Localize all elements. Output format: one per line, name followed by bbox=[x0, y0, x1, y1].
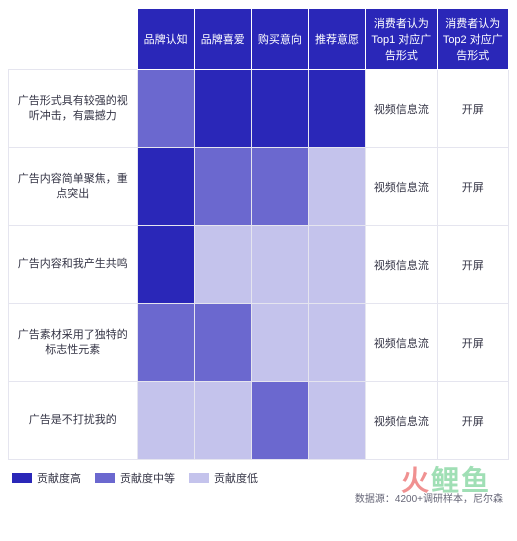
heat-cell bbox=[308, 304, 365, 382]
heat-cell bbox=[137, 226, 194, 304]
row-label: 广告是不打扰我的 bbox=[9, 382, 138, 460]
table-row: 广告是不打扰我的 视频信息流开屏 bbox=[9, 382, 509, 460]
header-col-3: 购买意向 bbox=[251, 9, 308, 70]
top2-cell: 开屏 bbox=[437, 148, 508, 226]
header-col-2: 品牌喜爱 bbox=[194, 9, 251, 70]
heat-cell bbox=[251, 226, 308, 304]
heatmap-table: 品牌认知 品牌喜爱 购买意向 推荐意愿 消费者认为Top1 对应广告形式 消费者… bbox=[8, 8, 509, 460]
legend-swatch bbox=[12, 473, 32, 483]
header-col-5: 消费者认为Top1 对应广告形式 bbox=[366, 9, 437, 70]
heat-cell bbox=[251, 148, 308, 226]
heat-cell bbox=[308, 226, 365, 304]
table-row: 广告内容简单聚焦，重点突出 视频信息流开屏 bbox=[9, 148, 509, 226]
row-label: 广告素材采用了独特的标志性元素 bbox=[9, 304, 138, 382]
header-blank bbox=[9, 9, 138, 70]
heat-cell bbox=[194, 70, 251, 148]
legend-item: 贡献度低 bbox=[189, 470, 258, 486]
header-row: 品牌认知 品牌喜爱 购买意向 推荐意愿 消费者认为Top1 对应广告形式 消费者… bbox=[9, 9, 509, 70]
table-body: 广告形式具有较强的视听冲击，有震撼力视频信息流开屏广告内容简单聚焦，重点突出视频… bbox=[9, 70, 509, 460]
heat-cell bbox=[251, 382, 308, 460]
header-col-1: 品牌认知 bbox=[137, 9, 194, 70]
legend-swatch bbox=[189, 473, 209, 483]
top1-cell: 视频信息流 bbox=[366, 148, 437, 226]
top1-cell: 视频信息流 bbox=[366, 226, 437, 304]
heat-cell bbox=[251, 70, 308, 148]
row-label: 广告形式具有较强的视听冲击，有震撼力 bbox=[9, 70, 138, 148]
top2-cell: 开屏 bbox=[437, 382, 508, 460]
heat-cell bbox=[308, 148, 365, 226]
legend-item: 贡献度中等 bbox=[95, 470, 175, 486]
legend-label: 贡献度高 bbox=[37, 470, 81, 486]
heat-cell bbox=[251, 304, 308, 382]
footer-note: 数据源：4200+调研样本，尼尔森 bbox=[8, 490, 509, 505]
row-label: 广告内容简单聚焦，重点突出 bbox=[9, 148, 138, 226]
heat-cell bbox=[194, 382, 251, 460]
top1-cell: 视频信息流 bbox=[366, 70, 437, 148]
legend-swatch bbox=[95, 473, 115, 483]
top2-cell: 开屏 bbox=[437, 304, 508, 382]
heat-cell bbox=[137, 382, 194, 460]
heat-cell bbox=[194, 148, 251, 226]
heat-cell bbox=[194, 304, 251, 382]
top2-cell: 开屏 bbox=[437, 70, 508, 148]
table-row: 广告形式具有较强的视听冲击，有震撼力 视频信息流开屏 bbox=[9, 70, 509, 148]
legend: 贡献度高 贡献度中等 贡献度低 bbox=[8, 470, 509, 486]
top1-cell: 视频信息流 bbox=[366, 304, 437, 382]
legend-label: 贡献度低 bbox=[214, 470, 258, 486]
legend-item: 贡献度高 bbox=[12, 470, 81, 486]
top2-cell: 开屏 bbox=[437, 226, 508, 304]
legend-label: 贡献度中等 bbox=[120, 470, 175, 486]
heat-cell bbox=[137, 304, 194, 382]
table-row: 广告素材采用了独特的标志性元素 视频信息流开屏 bbox=[9, 304, 509, 382]
heat-cell bbox=[137, 70, 194, 148]
heatmap-table-container: 品牌认知 品牌喜爱 购买意向 推荐意愿 消费者认为Top1 对应广告形式 消费者… bbox=[8, 8, 509, 505]
heat-cell bbox=[194, 226, 251, 304]
header-col-4: 推荐意愿 bbox=[308, 9, 365, 70]
table-row: 广告内容和我产生共鸣 视频信息流开屏 bbox=[9, 226, 509, 304]
heat-cell bbox=[308, 70, 365, 148]
top1-cell: 视频信息流 bbox=[366, 382, 437, 460]
heat-cell bbox=[308, 382, 365, 460]
row-label: 广告内容和我产生共鸣 bbox=[9, 226, 138, 304]
heat-cell bbox=[137, 148, 194, 226]
header-col-6: 消费者认为Top2 对应广告形式 bbox=[437, 9, 508, 70]
